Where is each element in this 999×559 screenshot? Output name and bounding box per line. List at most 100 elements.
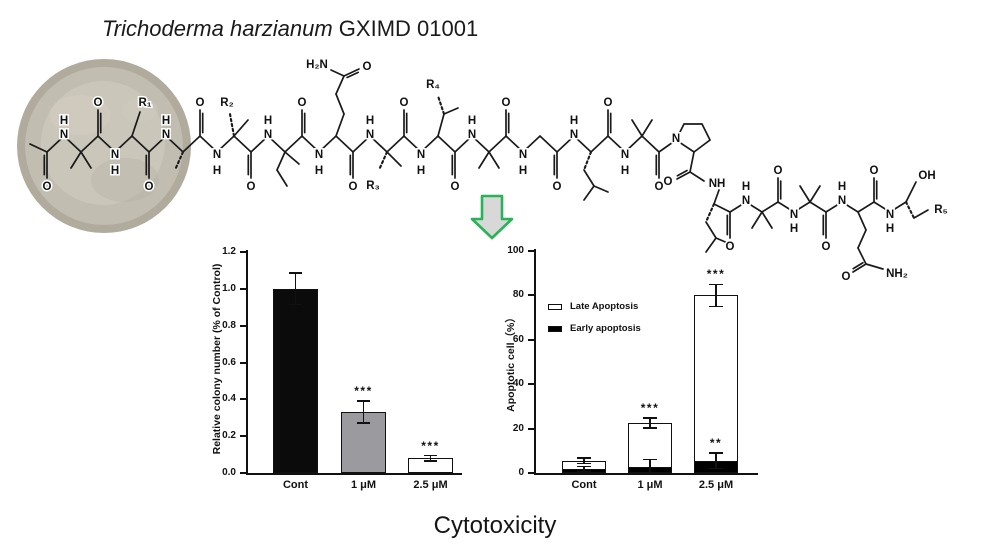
atom-label: O [349, 181, 358, 193]
atom-label: H [519, 165, 527, 177]
y-tick-label: 0.8 [222, 319, 236, 331]
atom-label: N [468, 129, 476, 141]
y-tick-mark [528, 427, 534, 430]
bond [865, 263, 884, 270]
y-tick-label: 100 [507, 245, 524, 256]
y-tick-mark [240, 324, 246, 327]
x-category-label: 2.5 μM [413, 479, 448, 491]
bond [799, 185, 811, 203]
y-tick-mark [240, 435, 246, 438]
atom-label: NH [709, 178, 726, 190]
error-bar-cap [643, 417, 657, 419]
bond [346, 71, 360, 79]
x-axis [534, 473, 758, 475]
bond [676, 171, 691, 180]
bond [335, 75, 345, 95]
bond [343, 68, 360, 77]
error-bar-cap [577, 457, 591, 459]
legend-swatch-late [548, 304, 562, 310]
y-tick-label: 0.2 [222, 430, 236, 442]
y-tick-mark [240, 251, 246, 253]
error-bar-cap [577, 462, 591, 465]
bond [852, 261, 864, 270]
atom-label: R₁ [138, 97, 151, 109]
atom-label: H [60, 115, 68, 127]
atom-label: R₂ [220, 97, 233, 109]
y-tick-label: 0.6 [222, 356, 236, 368]
bond [904, 200, 916, 220]
x-category-label: 1 μM [637, 479, 663, 491]
atom-label: N [672, 133, 680, 145]
error-bar-cap [709, 467, 723, 470]
strain-name-italic: Trichoderma harzianum [102, 16, 333, 41]
bond [852, 263, 867, 273]
error-bar-cap [643, 458, 657, 461]
atom-label: O [400, 97, 409, 109]
strain-code: GXIMD 01001 [332, 16, 479, 41]
error-bar-cap [424, 460, 437, 462]
atom-label: O [451, 181, 460, 193]
error-bar-cap [357, 422, 370, 425]
y-tick-mark [528, 472, 534, 474]
atom-labels: OOOOOOOOOOOOOOOOOOOONNNNNNNNNNNNNNNNNHHH… [41, 58, 949, 285]
atom-label: N [60, 129, 68, 141]
bond [751, 211, 763, 229]
atom-label: N [570, 129, 578, 141]
atom-label: N [417, 149, 425, 161]
atom-label: NH₂ [886, 268, 908, 280]
significance-label: *** [354, 384, 373, 399]
bond [905, 181, 917, 203]
atom-label: H [213, 165, 221, 177]
x-category-label: 1 μM [350, 479, 377, 491]
atom-label: N [162, 129, 170, 141]
error-bar-line [583, 466, 585, 472]
atom-label: N [838, 195, 846, 207]
error-bar-line [649, 459, 651, 473]
y-tick-label: 1.0 [222, 282, 236, 294]
bond [631, 119, 643, 137]
legend-swatch-early [548, 326, 562, 332]
error-bar-cap [643, 472, 657, 474]
error-bar-cap [709, 305, 723, 308]
atom-label: H [468, 115, 476, 127]
y-tick-label: 40 [512, 378, 524, 390]
bond [436, 94, 446, 116]
legend-label-late: Late Apoptosis [570, 301, 639, 312]
atom-label: O [363, 61, 372, 73]
y-axis [534, 249, 536, 473]
bond [330, 69, 345, 77]
atom-label: H [111, 165, 119, 177]
atom-label: N [111, 149, 119, 161]
error-bar-line [649, 418, 651, 428]
atom-label: O [774, 165, 783, 177]
atom-label: R₅ [934, 204, 948, 216]
atom-label: H [742, 181, 750, 193]
atom-label: H [570, 115, 578, 127]
atom-label: O [553, 181, 562, 193]
figure-caption: Cytotoxicity [433, 512, 557, 539]
atom-label: O [196, 97, 205, 109]
atom-label: R₄ [426, 79, 440, 91]
bond [857, 247, 867, 265]
error-bar-cap [289, 303, 302, 306]
error-bar-cap [577, 470, 591, 473]
y-tick-mark [528, 250, 534, 252]
y-tick-mark [528, 294, 534, 297]
x-category-label: 2.5 μM [698, 479, 734, 491]
atom-label: OH [918, 170, 935, 182]
y-axis [246, 250, 248, 473]
y-tick-mark [240, 398, 246, 401]
error-bar-line [715, 453, 717, 469]
atom-label: N [366, 129, 374, 141]
atom-label: O [842, 271, 851, 283]
bond [705, 221, 717, 239]
y-tick-label: 0.4 [222, 393, 236, 405]
bond [173, 150, 185, 172]
bond [488, 151, 500, 169]
bond-path [674, 123, 712, 154]
error-bar-cap [577, 465, 591, 468]
atom-label: O [870, 165, 879, 177]
atom-label: O [822, 241, 831, 253]
error-bar-line [294, 273, 297, 305]
x-axis [246, 473, 462, 475]
